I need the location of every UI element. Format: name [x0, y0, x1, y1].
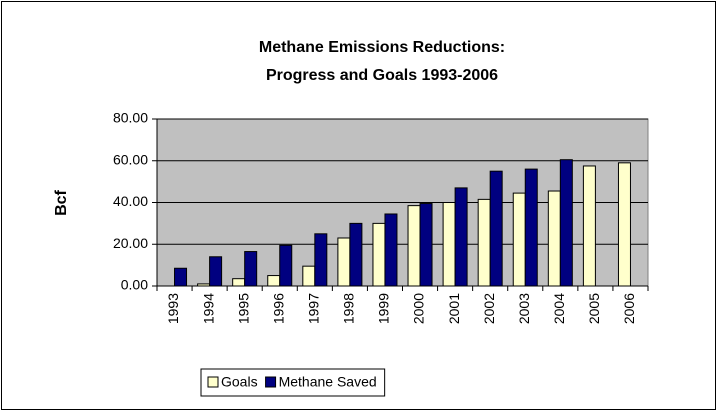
x-tick-label: 1998 [341, 293, 357, 324]
y-tick-label: 40.00 [113, 193, 148, 209]
bar [559, 159, 573, 287]
x-tick-label: 1994 [200, 293, 216, 324]
bar [454, 187, 468, 287]
x-tick-label: 2003 [516, 293, 532, 324]
bar [442, 202, 456, 287]
bar [267, 275, 281, 287]
x-tick-label: 1995 [235, 293, 251, 324]
x-tick-label: 1999 [376, 293, 392, 324]
bar [302, 265, 316, 287]
bar [512, 192, 526, 287]
bar [547, 190, 561, 287]
legend-swatch [207, 376, 219, 388]
bar [419, 203, 433, 287]
bar [617, 162, 631, 287]
y-tick-label: 80.00 [113, 110, 148, 126]
y-tick-label: 20.00 [113, 235, 148, 251]
x-tick-label: 2006 [621, 293, 637, 324]
x-tick-label: 1996 [270, 293, 286, 324]
x-tick-label: 1997 [306, 293, 322, 324]
bar [372, 222, 386, 287]
legend [200, 368, 386, 397]
chart-title: Progress and Goals 1993-2006 [266, 67, 498, 84]
bar [279, 244, 293, 287]
bar [314, 233, 328, 287]
x-tick-label: 1993 [165, 293, 181, 324]
y-tick-label: 0.00 [121, 277, 148, 293]
x-tick-label: 2005 [586, 293, 602, 324]
bar [209, 256, 223, 287]
legend-label: Goals [221, 374, 258, 390]
x-tick-label: 2001 [446, 293, 462, 324]
legend-swatch [265, 376, 277, 388]
bar [407, 205, 421, 287]
bar [582, 165, 596, 287]
bar [384, 213, 398, 287]
bar [337, 237, 351, 287]
bar [349, 222, 363, 287]
bar [477, 198, 491, 287]
y-tick-label: 60.00 [113, 151, 148, 167]
x-tick-label: 2004 [551, 293, 567, 324]
legend-label: Methane Saved [279, 374, 377, 390]
bar [232, 278, 246, 287]
chart-title: Methane Emissions Reductions: [259, 39, 505, 56]
x-tick-label: 2002 [481, 293, 497, 324]
bar [244, 251, 258, 287]
bar [489, 170, 503, 287]
bar [174, 267, 188, 287]
x-tick-label: 2000 [411, 293, 427, 324]
y-axis-label: Bcf [53, 189, 70, 215]
bar [524, 168, 538, 287]
